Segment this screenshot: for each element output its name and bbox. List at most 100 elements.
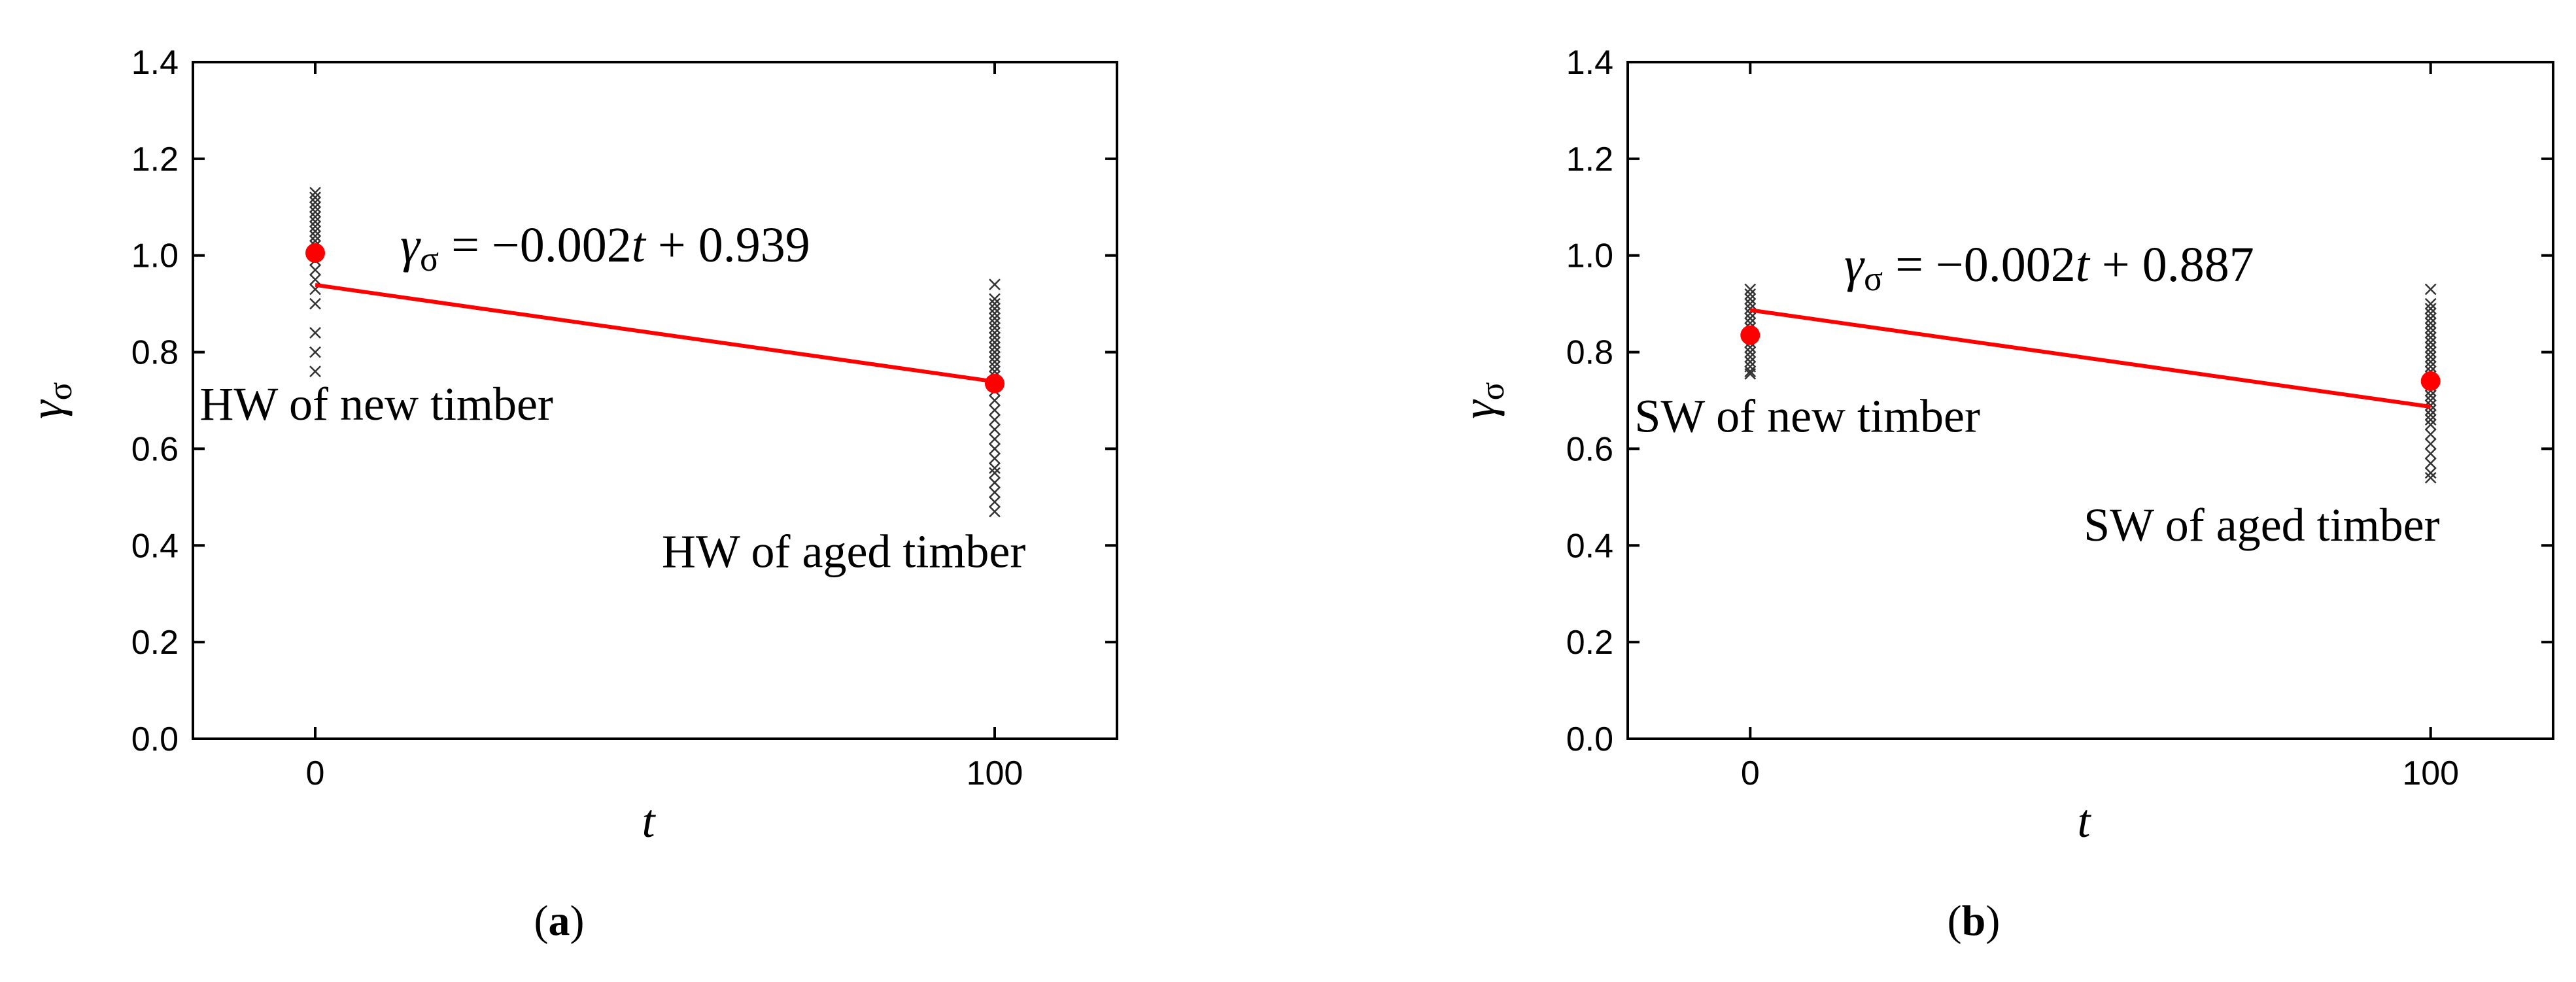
y-tick-label: 0.2 — [131, 624, 179, 662]
sample-point — [1744, 356, 1757, 368]
sample-point — [989, 297, 1001, 310]
sample-point — [989, 303, 1001, 314]
sample-point — [2424, 390, 2437, 401]
y-tick-label: 0.4 — [1566, 527, 1613, 565]
sample-point — [989, 423, 1001, 435]
sample-point — [309, 220, 321, 233]
sample-point — [309, 365, 321, 378]
panel-b: 0.0 0.2 0.4 0.6 0.8 1.0 1.2 1.4 0 100 t γσ γσ = −0.0… — [1452, 44, 2554, 945]
sample-point — [2424, 317, 2437, 330]
sample-point — [989, 505, 1001, 518]
y-tick-label: 1.0 — [1566, 237, 1613, 275]
sample-point — [989, 467, 1001, 479]
sample-point — [309, 273, 321, 286]
sample-point — [309, 346, 321, 358]
y-tick-label: 1.2 — [131, 141, 179, 178]
y-tick-label: 0.0 — [131, 720, 179, 758]
sample-point — [2424, 327, 2437, 339]
y-axis-label: γσ — [20, 382, 79, 418]
sample-point — [2424, 346, 2437, 358]
sample-point — [2424, 356, 2437, 368]
sample-point — [2424, 351, 2437, 363]
y-tick-label: 1.4 — [1566, 44, 1613, 82]
x-tick-label: 0 — [306, 754, 325, 792]
sample-point — [309, 264, 321, 276]
annotation: HW of aged timber — [662, 526, 1026, 578]
annotation: HW of new timber — [199, 378, 553, 430]
sample-point — [989, 443, 1001, 455]
sample-point — [2424, 297, 2437, 310]
sample-point — [2424, 303, 2437, 314]
sample-point — [309, 206, 321, 218]
sample-point — [309, 192, 321, 203]
sample-point — [2424, 438, 2437, 450]
mean-point — [305, 243, 326, 263]
y-tick-label: 0.2 — [1566, 624, 1613, 662]
sample-point — [2424, 341, 2437, 354]
sample-point — [309, 225, 321, 237]
sample-point — [2424, 409, 2437, 421]
y-tick-label: 1.4 — [131, 44, 179, 82]
sample-point — [2424, 447, 2437, 460]
x-tick-label: 100 — [2402, 754, 2459, 792]
sample-point — [989, 351, 1001, 363]
sample-point — [989, 477, 1001, 489]
sample-point — [1744, 297, 1757, 310]
panel-a: 0.0 0.2 0.4 0.6 0.8 1.0 1.2 1.4 0 100 t γσ γσ = −0.0… — [20, 44, 1118, 945]
sample-point — [989, 317, 1001, 330]
sample-point — [1744, 288, 1757, 300]
fit-line — [315, 282, 995, 384]
panel-label: (a) — [534, 897, 585, 945]
sample-point — [2424, 428, 2437, 441]
sample-point — [1744, 293, 1757, 305]
sample-point — [1744, 283, 1757, 296]
sample-point — [309, 297, 321, 310]
sample-point — [2424, 418, 2437, 431]
sample-point — [309, 186, 321, 199]
sample-point — [309, 196, 321, 209]
sample-point — [2424, 457, 2437, 469]
sample-point — [989, 404, 1001, 416]
x-tick-label: 0 — [1741, 754, 1760, 792]
plot-frame — [1626, 61, 2554, 740]
sample-point — [989, 496, 1001, 508]
sample-point — [309, 211, 321, 223]
x-axis-label: t — [2077, 795, 2091, 847]
sample-point — [309, 201, 321, 213]
sample-point — [989, 360, 1001, 373]
sample-point — [989, 331, 1001, 344]
sample-point — [309, 230, 321, 243]
y-tick-label: 1.2 — [1566, 141, 1613, 178]
sample-point — [989, 322, 1001, 334]
annotation: SW of new timber — [1634, 390, 1980, 443]
x-axis-label: t — [642, 795, 656, 847]
sample-point — [989, 452, 1001, 465]
sample-point — [309, 327, 321, 339]
y-tick-label: 0.8 — [1566, 334, 1613, 372]
sample-point — [1744, 367, 1757, 380]
y-tick-label: 0.6 — [131, 430, 179, 468]
sample-point — [989, 486, 1001, 498]
panel-label: (b) — [1948, 897, 2001, 945]
sample-point — [2424, 322, 2437, 334]
sample-point — [989, 312, 1001, 324]
y-tick-label: 0.0 — [1566, 720, 1613, 758]
sample-point — [2424, 283, 2437, 296]
sample-point — [989, 327, 1001, 339]
y-axis-label: γσ — [1452, 382, 1511, 418]
mean-point — [984, 373, 1005, 394]
annotation: SW of aged timber — [2084, 499, 2440, 551]
sample-point — [309, 216, 321, 228]
sample-point — [2424, 360, 2437, 373]
y-tick-label: 0.4 — [131, 527, 179, 565]
sample-point — [2424, 471, 2437, 484]
fit-line — [1749, 308, 2431, 409]
sample-point — [2424, 414, 2437, 426]
y-tick-label: 0.8 — [131, 334, 179, 372]
fit-equation: γσ = −0.002t + 0.939 — [400, 218, 810, 279]
y-tick-label: 1.0 — [131, 237, 179, 275]
sample-point — [989, 414, 1001, 426]
sample-point — [2424, 336, 2437, 348]
sample-point — [1744, 351, 1757, 363]
sample-point — [1744, 312, 1757, 324]
